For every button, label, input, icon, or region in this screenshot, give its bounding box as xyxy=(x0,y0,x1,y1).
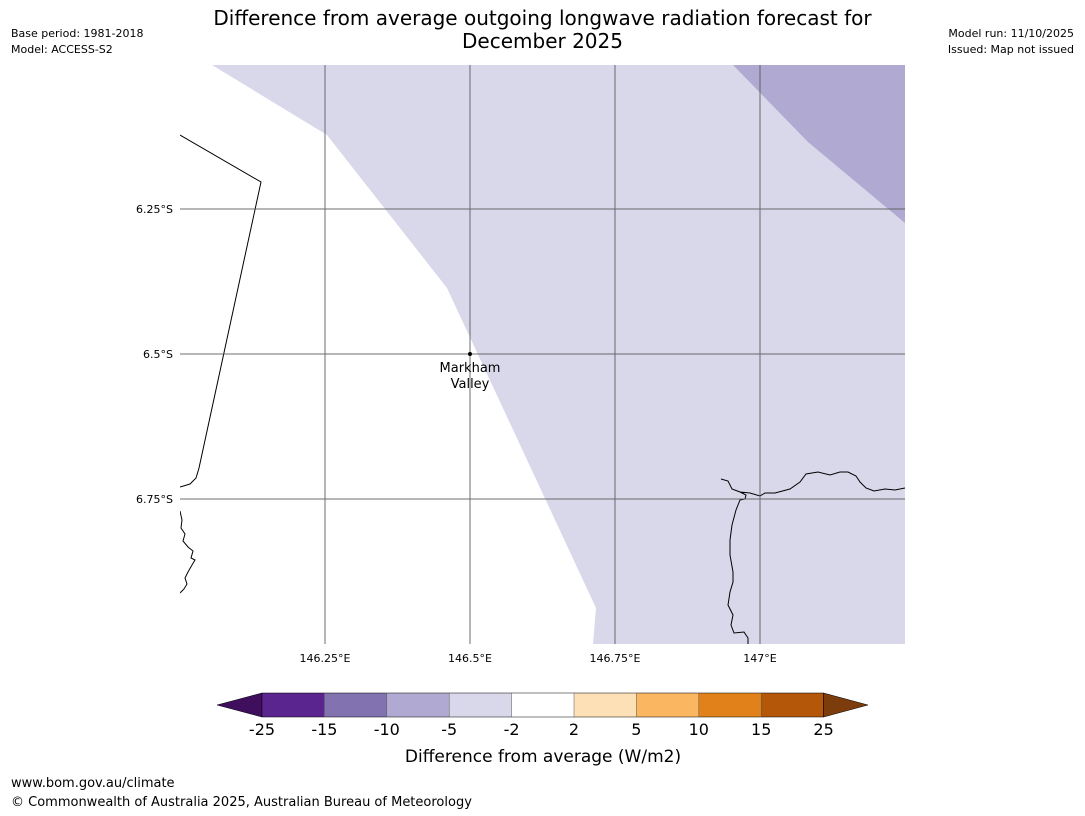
coastline-east xyxy=(720,471,905,644)
colorbar-segment xyxy=(511,693,574,717)
lon-label: 146.5°E xyxy=(448,652,492,665)
map-title: Difference from average outgoing longwav… xyxy=(0,7,1085,53)
colorbar-tick-label: -10 xyxy=(374,720,400,739)
colorbar-segment xyxy=(449,693,512,717)
lon-label: 146.75°E xyxy=(590,652,641,665)
colorbar-segment xyxy=(324,693,387,717)
place-name-line-2: Valley xyxy=(451,377,490,392)
colorbar-segment xyxy=(386,693,450,717)
colorbar-tick-label: -5 xyxy=(441,720,457,739)
base-info: Base period: 1981-2018 Model: ACCESS-S2 xyxy=(11,26,143,58)
colorbar-segment xyxy=(262,693,325,717)
place-marker xyxy=(468,352,472,356)
footer-url: www.bom.gov.au/climate xyxy=(11,776,175,791)
lat-label: 6.5°S xyxy=(143,348,173,361)
colorbar-tick-label: 5 xyxy=(631,720,641,739)
colorbar-segment xyxy=(574,693,637,717)
lat-label: 6.25°S xyxy=(136,203,173,216)
issued-status: Issued: Map not issued xyxy=(947,43,1074,56)
colorbar-tick-label: 2 xyxy=(569,720,579,739)
colorbar-tick-label: -15 xyxy=(311,720,337,739)
base-period: Base period: 1981-2018 xyxy=(11,27,144,40)
model-run: Model run: 11/10/2025 xyxy=(948,27,1074,40)
lon-label: 147°E xyxy=(743,652,776,665)
place-name-line-1: Markham xyxy=(440,361,501,376)
border-line xyxy=(180,134,262,488)
run-info: Model run: 11/10/2025 Issued: Map not is… xyxy=(948,26,1074,58)
colorbar-tick-label: 10 xyxy=(689,720,709,739)
colorbar-tick-label: -2 xyxy=(504,720,520,739)
coastline-west xyxy=(180,510,196,594)
colorbar-segment xyxy=(761,693,824,717)
colorbar-tick-label: -25 xyxy=(249,720,275,739)
colorbar-ticks: -25 -15 -10 -5 -2 2 5 10 15 25 xyxy=(249,720,834,739)
footer-copyright: © Commonwealth of Australia 2025, Austra… xyxy=(11,795,472,810)
footer: www.bom.gov.au/climate © Commonwealth of… xyxy=(11,774,472,812)
anomaly-region-medium xyxy=(733,65,905,223)
map-area xyxy=(180,65,905,644)
colorbar-segment xyxy=(636,693,699,717)
title-line-1: Difference from average outgoing longwav… xyxy=(213,6,872,30)
colorbar-title: Difference from average (W/m2) xyxy=(405,747,681,767)
colorbar-segment xyxy=(698,693,762,717)
lon-label: 146.25°E xyxy=(300,652,351,665)
colorbar-extend-low xyxy=(216,692,263,718)
colorbar-extend-high xyxy=(823,692,869,718)
colorbar-tick-label: 15 xyxy=(751,720,771,739)
colorbar-outline xyxy=(261,692,824,718)
grid-lines xyxy=(180,65,905,644)
model-name: Model: ACCESS-S2 xyxy=(11,43,113,56)
title-line-2: December 2025 xyxy=(462,29,623,53)
lat-label: 6.75°S xyxy=(136,493,173,506)
colorbar xyxy=(216,692,869,718)
colorbar-tick-label: 25 xyxy=(813,720,833,739)
